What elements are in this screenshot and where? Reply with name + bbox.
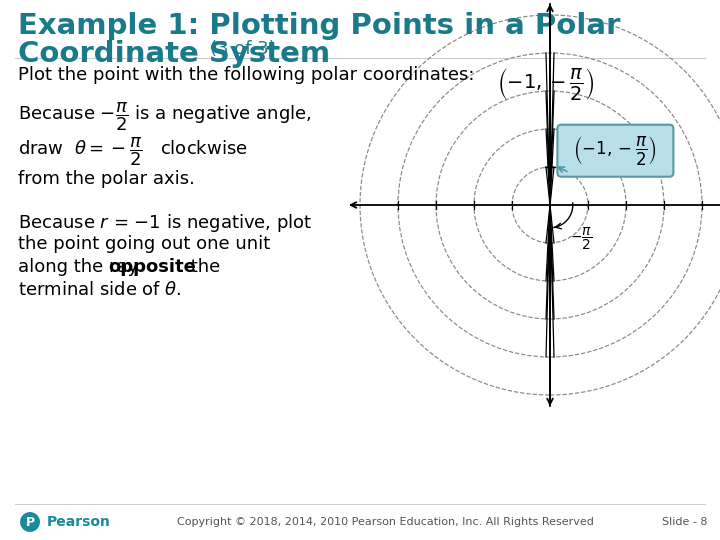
Text: from the polar axis.: from the polar axis. xyxy=(18,170,195,188)
Text: Because $r$ = $-$1 is negative, plot: Because $r$ = $-$1 is negative, plot xyxy=(18,212,312,234)
Text: Pearson: Pearson xyxy=(47,515,111,529)
Text: terminal side of $\theta$.: terminal side of $\theta$. xyxy=(18,281,181,299)
FancyBboxPatch shape xyxy=(557,125,673,177)
Text: P: P xyxy=(25,516,35,529)
Text: Copyright © 2018, 2014, 2010 Pearson Education, Inc. All Rights Reserved: Copyright © 2018, 2014, 2010 Pearson Edu… xyxy=(176,517,593,527)
Text: Example 1: Plotting Points in a Polar: Example 1: Plotting Points in a Polar xyxy=(18,12,621,40)
Text: the: the xyxy=(185,258,220,276)
Text: Coordinate System: Coordinate System xyxy=(18,40,330,68)
Text: $\left(-1,-\dfrac{\pi}{2}\right)$: $\left(-1,-\dfrac{\pi}{2}\right)$ xyxy=(574,134,657,167)
Text: Slide - 8: Slide - 8 xyxy=(662,517,708,527)
Text: (3 of 3): (3 of 3) xyxy=(210,40,276,58)
Text: draw  $\theta = -\dfrac{\pi}{2}$   clockwise: draw $\theta = -\dfrac{\pi}{2}$ clockwis… xyxy=(18,135,248,167)
Text: Because $-\dfrac{\pi}{2}$ is a negative angle,: Because $-\dfrac{\pi}{2}$ is a negative … xyxy=(18,100,312,133)
Text: Plot the point with the following polar coordinates:: Plot the point with the following polar … xyxy=(18,66,474,84)
Text: $\left(-1,-\dfrac{\pi}{2}\right)$: $\left(-1,-\dfrac{\pi}{2}\right)$ xyxy=(497,66,594,102)
Circle shape xyxy=(19,511,41,533)
Text: along the ray: along the ray xyxy=(18,258,144,276)
Text: opposite: opposite xyxy=(108,258,196,276)
Text: $-\dfrac{\pi}{2}$: $-\dfrac{\pi}{2}$ xyxy=(570,226,593,252)
Text: the point going out one unit: the point going out one unit xyxy=(18,235,270,253)
